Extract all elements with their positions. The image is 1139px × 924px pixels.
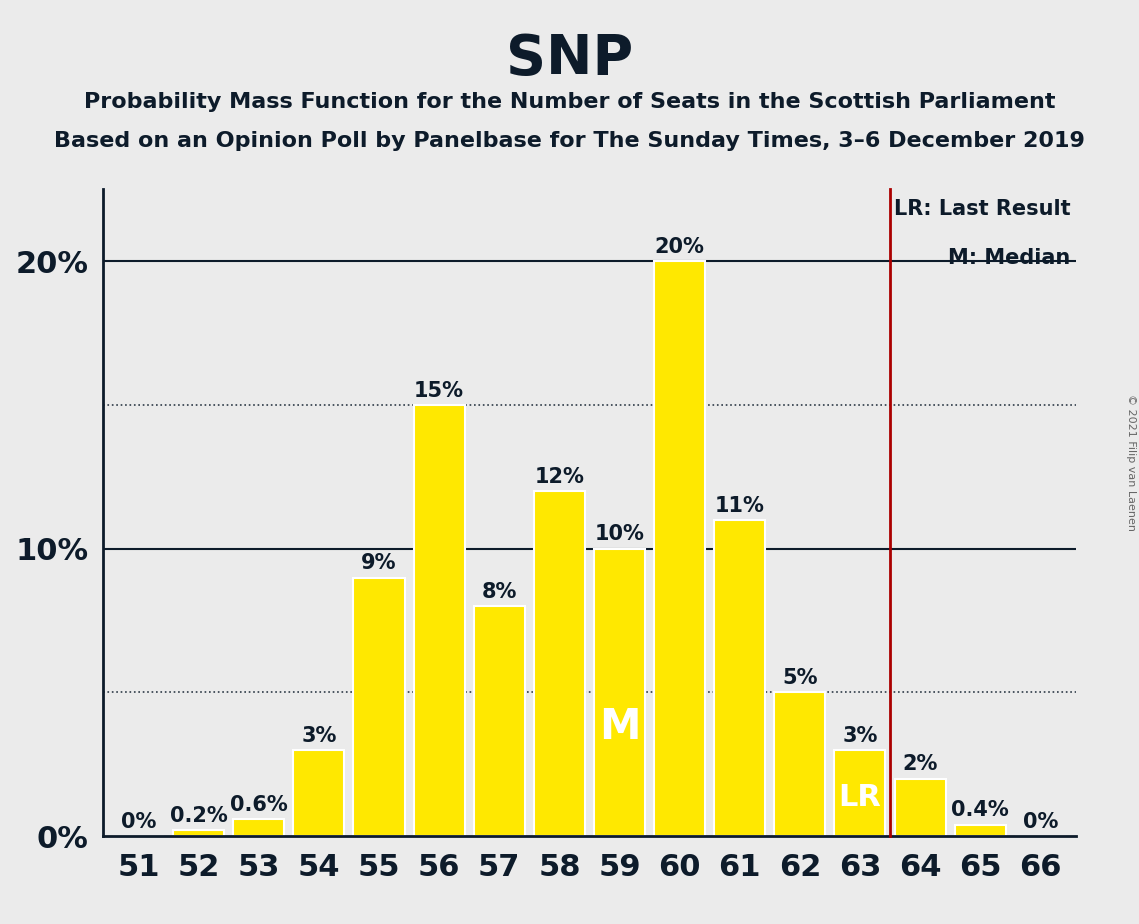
Text: LR: Last Result: LR: Last Result (894, 199, 1071, 219)
Text: Based on an Opinion Poll by Panelbase for The Sunday Times, 3–6 December 2019: Based on an Opinion Poll by Panelbase fo… (54, 131, 1085, 152)
Bar (954, 825, 1006, 836)
Bar (654, 261, 705, 836)
Bar (173, 831, 224, 836)
Text: 2%: 2% (902, 754, 937, 774)
Text: M: M (599, 706, 640, 748)
Text: 0.6%: 0.6% (230, 795, 288, 815)
Bar (353, 578, 404, 836)
Text: 0%: 0% (1023, 812, 1058, 832)
Bar (534, 492, 585, 836)
Bar (775, 692, 826, 836)
Text: 0.4%: 0.4% (951, 800, 1009, 821)
Text: 10%: 10% (595, 525, 645, 544)
Text: 12%: 12% (534, 467, 584, 487)
Text: 3%: 3% (842, 725, 878, 746)
Bar (894, 779, 945, 836)
Text: Probability Mass Function for the Number of Seats in the Scottish Parliament: Probability Mass Function for the Number… (84, 92, 1055, 113)
Text: 5%: 5% (782, 668, 818, 688)
Text: SNP: SNP (506, 32, 633, 86)
Text: M: Median: M: Median (948, 248, 1071, 268)
Text: 20%: 20% (655, 237, 705, 257)
Bar (714, 520, 765, 836)
Text: 9%: 9% (361, 553, 396, 573)
Text: © 2021 Filip van Laenen: © 2021 Filip van Laenen (1126, 394, 1136, 530)
Text: LR: LR (838, 783, 882, 812)
Bar (294, 750, 344, 836)
Bar (474, 606, 525, 836)
Bar (593, 549, 645, 836)
Text: 15%: 15% (415, 381, 465, 401)
Bar (835, 750, 885, 836)
Text: 8%: 8% (482, 582, 517, 602)
Text: 0%: 0% (121, 812, 156, 832)
Bar (233, 819, 285, 836)
Text: 0.2%: 0.2% (170, 806, 228, 826)
Text: 3%: 3% (301, 725, 337, 746)
Bar (413, 405, 465, 836)
Text: 11%: 11% (715, 495, 764, 516)
